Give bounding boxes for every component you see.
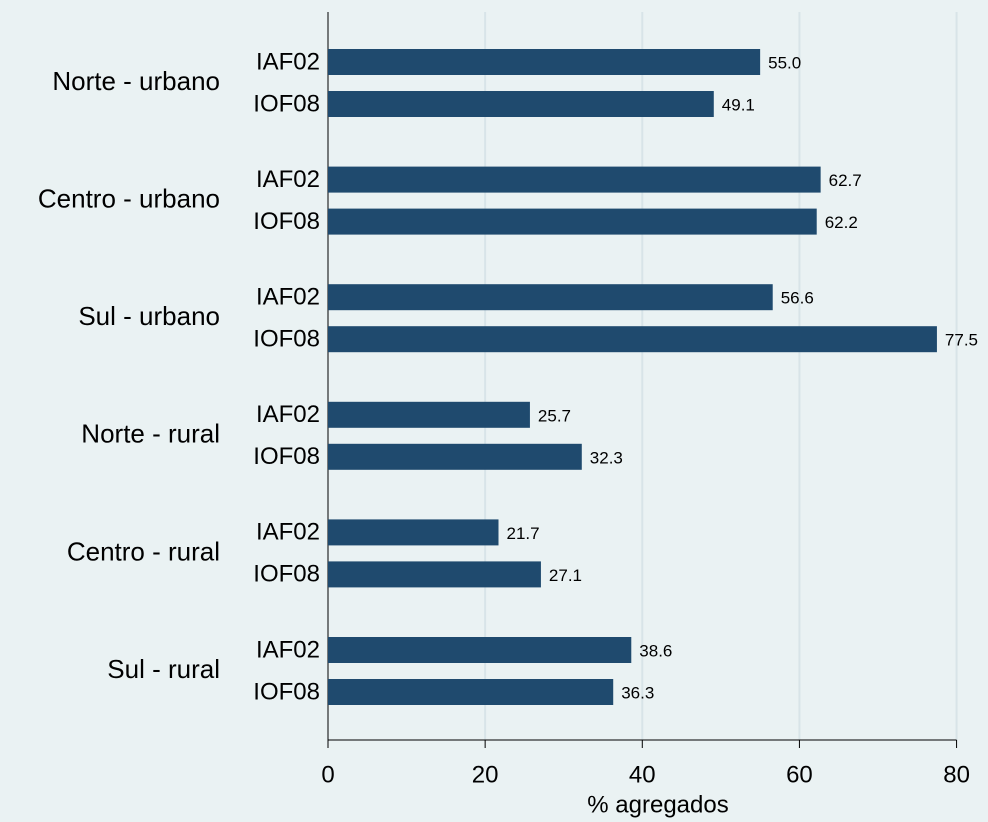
group-label: Norte - rural bbox=[81, 419, 220, 449]
value-label: 49.1 bbox=[722, 95, 755, 114]
series-label: IOF08 bbox=[253, 561, 320, 588]
value-label: 56.6 bbox=[781, 289, 814, 308]
x-tick-label: 80 bbox=[943, 761, 970, 788]
x-tick-label: 0 bbox=[321, 761, 334, 788]
bar bbox=[328, 561, 541, 588]
series-label: IOF08 bbox=[253, 208, 320, 235]
series-label: IAF02 bbox=[256, 284, 320, 311]
bar bbox=[328, 284, 773, 311]
value-label: 38.6 bbox=[639, 641, 672, 660]
group-label: Centro - urbano bbox=[38, 183, 220, 213]
bar bbox=[328, 166, 821, 193]
value-label: 55.0 bbox=[768, 53, 801, 72]
bar bbox=[328, 443, 582, 470]
series-label: IOF08 bbox=[253, 678, 320, 705]
series-label: IAF02 bbox=[256, 636, 320, 663]
value-label: 62.2 bbox=[825, 213, 858, 232]
series-label: IAF02 bbox=[256, 401, 320, 428]
bar bbox=[328, 637, 632, 663]
bar bbox=[328, 91, 714, 117]
x-tick-label: 40 bbox=[629, 761, 656, 788]
value-label: 77.5 bbox=[945, 331, 978, 350]
series-label: IOF08 bbox=[253, 90, 320, 117]
value-label: 62.7 bbox=[829, 171, 862, 190]
value-label: 21.7 bbox=[507, 524, 540, 543]
series-label: IOF08 bbox=[253, 326, 320, 353]
bar bbox=[328, 49, 761, 75]
value-label: 27.1 bbox=[549, 566, 582, 585]
bar bbox=[328, 519, 499, 546]
bar bbox=[328, 679, 614, 705]
series-label: IAF02 bbox=[256, 48, 320, 75]
x-axis-label: % agregados bbox=[587, 791, 728, 818]
bar bbox=[328, 401, 530, 428]
value-label: 25.7 bbox=[538, 406, 571, 425]
bar bbox=[328, 326, 937, 353]
x-tick-label: 60 bbox=[786, 761, 813, 788]
series-label: IAF02 bbox=[256, 166, 320, 193]
series-label: IOF08 bbox=[253, 443, 320, 470]
value-label: 36.3 bbox=[621, 683, 654, 702]
group-label: Centro - rural bbox=[67, 536, 220, 566]
group-label: Norte - urbano bbox=[52, 66, 220, 96]
group-label: Sul - rural bbox=[107, 654, 220, 684]
value-label: 32.3 bbox=[590, 448, 623, 467]
group-label: Sul - urbano bbox=[78, 301, 220, 331]
x-tick-label: 20 bbox=[472, 761, 499, 788]
series-label: IAF02 bbox=[256, 519, 320, 546]
bar bbox=[328, 208, 817, 235]
